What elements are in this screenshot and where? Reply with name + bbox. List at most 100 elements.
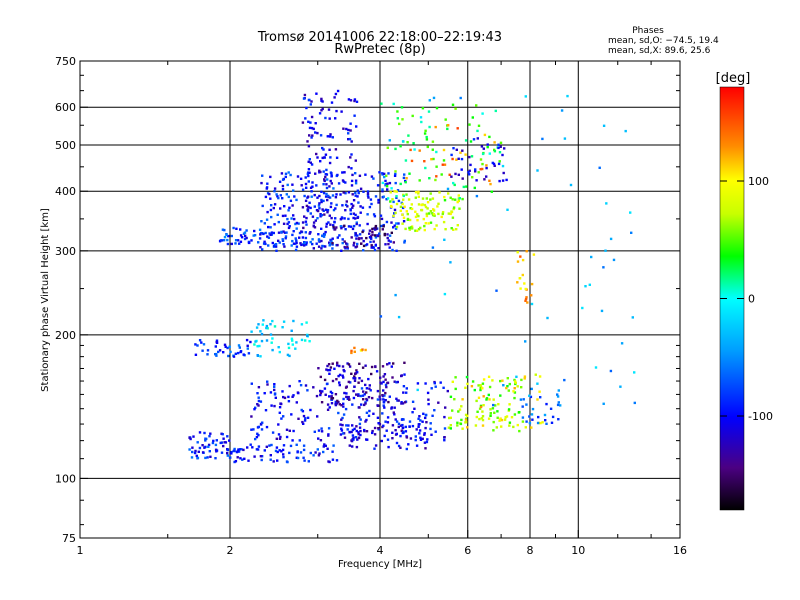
echo-point — [278, 437, 282, 440]
echo-point — [403, 401, 407, 404]
echo-point — [364, 173, 367, 176]
echo-point — [513, 387, 516, 390]
echo-point — [269, 197, 272, 200]
echo-point — [292, 319, 295, 323]
echo-point — [288, 206, 291, 209]
echo-point — [237, 351, 240, 355]
echo-point — [545, 402, 548, 406]
echo-point — [223, 228, 226, 232]
y-tick-label: 200 — [55, 329, 76, 342]
echo-point — [520, 378, 523, 382]
echo-point — [322, 191, 326, 195]
echo-point — [443, 292, 447, 296]
echo-point — [324, 230, 327, 234]
echo-point — [481, 152, 485, 156]
echo-point — [402, 194, 405, 198]
echo-point — [234, 239, 238, 242]
echo-point — [390, 187, 393, 190]
echo-point — [194, 343, 197, 346]
echo-point — [396, 117, 399, 120]
colorbar-label: [deg] — [716, 71, 751, 86]
echo-point — [349, 381, 352, 384]
echo-point — [259, 422, 263, 426]
echo-point — [538, 375, 542, 378]
echo-point — [329, 156, 332, 159]
echo-point — [287, 226, 291, 230]
echo-point — [501, 164, 505, 168]
echo-point — [281, 184, 285, 188]
echo-point — [302, 97, 306, 100]
echo-point — [352, 436, 355, 440]
echo-point — [386, 363, 389, 366]
echo-point — [523, 282, 526, 285]
echo-point — [487, 393, 490, 397]
echo-point — [309, 186, 313, 189]
echo-point — [377, 198, 380, 202]
echo-point — [323, 443, 326, 446]
echo-point — [381, 188, 384, 191]
echo-point — [361, 394, 365, 397]
echo-point — [389, 200, 392, 203]
echo-point — [271, 431, 275, 434]
echo-point — [474, 168, 477, 171]
echo-point — [298, 439, 301, 442]
echo-point — [284, 175, 287, 179]
echo-point — [451, 409, 454, 412]
x-tick-label: 6 — [464, 544, 471, 557]
echo-point — [260, 458, 263, 462]
echo-point — [333, 96, 336, 99]
echo-point — [344, 181, 347, 184]
echo-point — [355, 125, 358, 128]
echo-point — [377, 247, 380, 250]
echo-point — [414, 229, 417, 232]
echo-point — [304, 231, 307, 234]
echo-point — [359, 349, 363, 352]
echo-point — [322, 209, 325, 212]
echo-point — [454, 107, 457, 110]
echo-point — [315, 184, 318, 187]
echo-point — [331, 458, 335, 461]
echo-point — [475, 194, 479, 198]
echo-point — [465, 185, 468, 188]
echo-point — [397, 315, 401, 319]
echo-point — [425, 138, 429, 141]
echo-point — [247, 241, 251, 245]
echo-point — [325, 192, 328, 196]
echo-point — [375, 370, 379, 373]
echo-point — [354, 377, 357, 380]
echo-point — [391, 437, 394, 440]
echo-point — [420, 120, 423, 124]
echo-point — [208, 435, 211, 438]
echo-point — [530, 387, 533, 391]
echo-point — [423, 228, 426, 232]
echo-point — [388, 181, 392, 185]
echo-point — [534, 373, 537, 376]
echo-point — [301, 121, 305, 124]
echo-point — [214, 353, 217, 356]
echo-point — [521, 416, 525, 419]
echo-point — [292, 394, 295, 397]
echo-point — [250, 330, 253, 333]
echo-point — [481, 162, 484, 166]
echo-point — [479, 405, 483, 409]
echo-point — [374, 195, 378, 198]
echo-point — [246, 446, 249, 449]
echo-point — [456, 200, 459, 204]
echo-point — [279, 207, 282, 210]
echo-point — [357, 237, 361, 240]
echo-point — [366, 192, 370, 195]
echo-point — [521, 405, 524, 408]
echo-point — [454, 172, 457, 176]
echo-point — [314, 172, 317, 175]
echo-point — [241, 458, 244, 461]
echo-point — [302, 456, 305, 459]
echo-point — [273, 203, 277, 206]
echo-point — [267, 244, 270, 247]
echo-point — [265, 186, 269, 189]
echo-point — [401, 418, 404, 421]
echo-point — [214, 443, 218, 447]
echo-point — [435, 224, 438, 227]
echo-point — [347, 165, 350, 169]
echo-point — [478, 417, 481, 421]
x-tick-labels: 1 2 4 6 8 10 16 — [77, 544, 688, 557]
